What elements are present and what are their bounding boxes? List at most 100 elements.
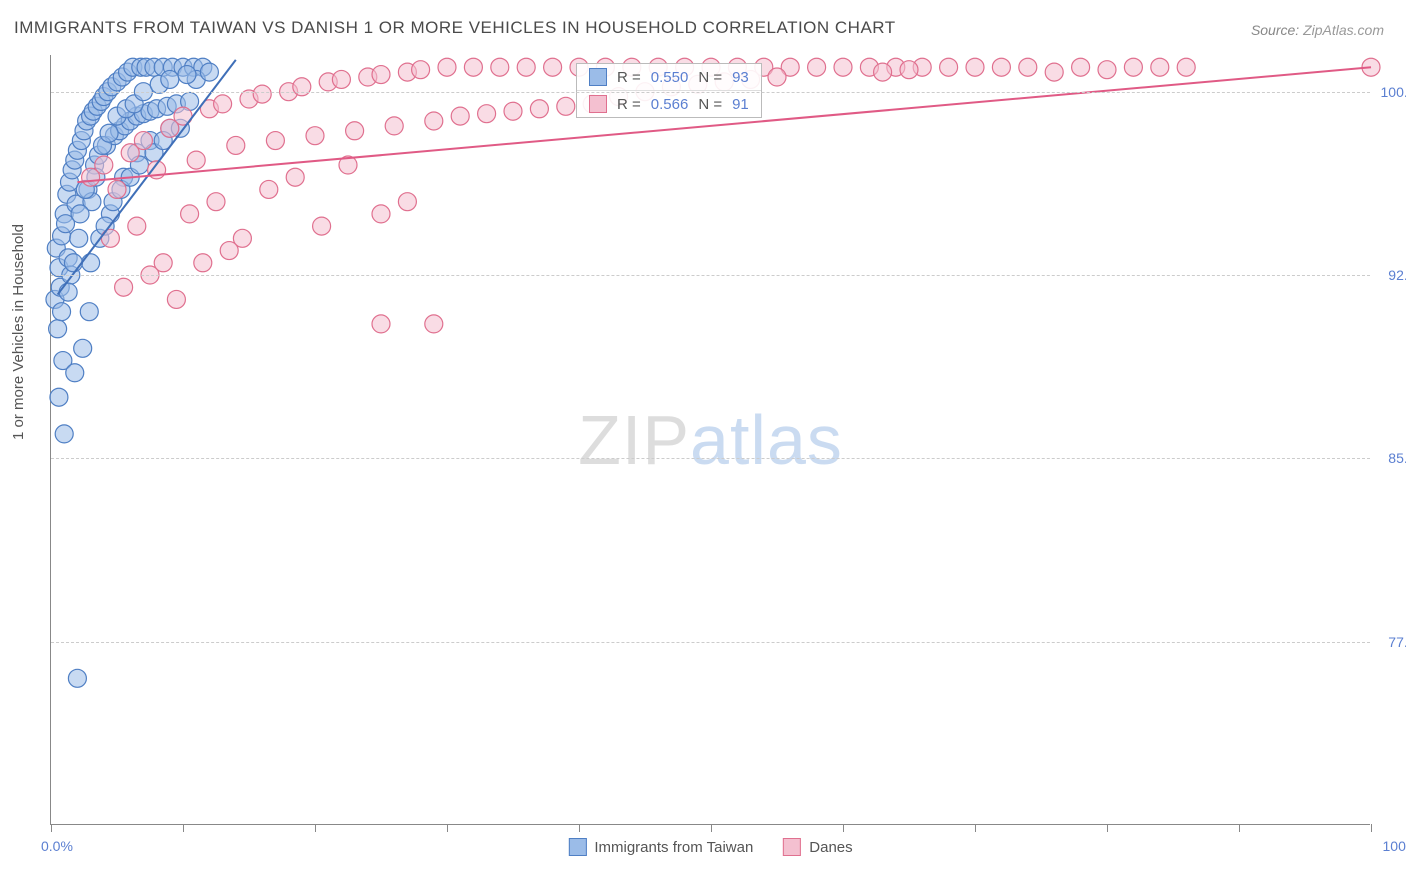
data-point <box>194 254 212 272</box>
data-point <box>286 168 304 186</box>
gridline <box>51 642 1370 643</box>
data-point <box>332 70 350 88</box>
data-point <box>313 217 331 235</box>
data-point <box>900 61 918 79</box>
data-point <box>50 388 68 406</box>
x-tick <box>1371 824 1372 832</box>
stats-swatch-1 <box>589 68 607 86</box>
stats-r-value-1: 0.550 <box>651 69 689 86</box>
data-point <box>412 61 430 79</box>
x-tick <box>447 824 448 832</box>
gridline <box>51 275 1370 276</box>
y-tick-label: 92.5% <box>1378 267 1406 283</box>
chart-title: IMMIGRANTS FROM TAIWAN VS DANISH 1 OR MO… <box>14 18 896 38</box>
data-point <box>966 58 984 76</box>
data-point <box>64 254 82 272</box>
stats-row-1: R = 0.550 N = 93 <box>577 64 761 90</box>
stats-box: R = 0.550 N = 93 R = 0.566 N = 91 <box>576 63 762 118</box>
data-point <box>80 303 98 321</box>
data-point <box>49 320 67 338</box>
data-point <box>1151 58 1169 76</box>
data-point <box>1098 61 1116 79</box>
data-point <box>1072 58 1090 76</box>
data-point <box>557 97 575 115</box>
stats-n-value-1: 93 <box>732 69 749 86</box>
data-point <box>491 58 509 76</box>
data-point <box>504 102 522 120</box>
stats-swatch-2 <box>589 95 607 113</box>
data-point <box>372 66 390 84</box>
data-point <box>768 68 786 86</box>
x-tick <box>51 824 52 832</box>
data-point <box>59 283 77 301</box>
y-tick-label: 85.0% <box>1378 450 1406 466</box>
scatter-svg <box>51 55 1370 824</box>
data-point <box>992 58 1010 76</box>
data-point <box>940 58 958 76</box>
data-point <box>220 242 238 260</box>
data-point <box>517 58 535 76</box>
data-point <box>293 78 311 96</box>
data-point <box>808 58 826 76</box>
stats-row-2: R = 0.566 N = 91 <box>577 90 761 117</box>
data-point <box>100 124 118 142</box>
data-point <box>187 151 205 169</box>
data-point <box>71 205 89 223</box>
stats-r-label-1: R = <box>617 69 641 86</box>
data-point <box>372 315 390 333</box>
data-point <box>1177 58 1195 76</box>
data-point <box>425 315 443 333</box>
data-point <box>74 339 92 357</box>
data-point <box>253 85 271 103</box>
data-point <box>1019 58 1037 76</box>
data-point <box>530 100 548 118</box>
data-point <box>425 112 443 130</box>
data-point <box>478 105 496 123</box>
stats-n-label-1: N = <box>698 69 722 86</box>
data-point <box>372 205 390 223</box>
data-point <box>167 290 185 308</box>
data-point <box>70 229 88 247</box>
data-point <box>68 669 86 687</box>
gridline <box>51 92 1370 93</box>
data-point <box>178 66 196 84</box>
source-value: ZipAtlas.com <box>1303 22 1384 38</box>
legend-label-2: Danes <box>809 839 852 856</box>
data-point <box>227 136 245 154</box>
x-tick <box>711 824 712 832</box>
stats-r-label-2: R = <box>617 96 641 113</box>
legend-item-1: Immigrants from Taiwan <box>568 838 753 856</box>
legend: Immigrants from Taiwan Danes <box>568 838 852 856</box>
y-axis-label: 1 or more Vehicles in Household <box>10 224 27 440</box>
stats-n-label-2: N = <box>698 96 722 113</box>
data-point <box>1045 63 1063 81</box>
legend-swatch-2 <box>783 838 801 856</box>
data-point <box>346 122 364 140</box>
x-tick <box>843 824 844 832</box>
data-point <box>214 95 232 113</box>
data-point <box>1124 58 1142 76</box>
y-tick-label: 77.5% <box>1378 634 1406 650</box>
data-point <box>260 180 278 198</box>
data-point <box>207 193 225 211</box>
x-tick <box>975 824 976 832</box>
data-point <box>874 63 892 81</box>
x-tick <box>1239 824 1240 832</box>
data-point <box>181 205 199 223</box>
data-point <box>161 70 179 88</box>
x-tick <box>315 824 316 832</box>
stats-n-value-2: 91 <box>732 96 749 113</box>
data-point <box>55 425 73 443</box>
data-point <box>398 193 416 211</box>
x-tick <box>183 824 184 832</box>
data-point <box>66 364 84 382</box>
data-point <box>82 254 100 272</box>
data-point <box>438 58 456 76</box>
x-tick <box>1107 824 1108 832</box>
data-point <box>834 58 852 76</box>
data-point <box>128 217 146 235</box>
data-point <box>134 132 152 150</box>
data-point <box>53 303 71 321</box>
data-point <box>108 180 126 198</box>
x-tick-label-min: 0.0% <box>41 838 73 854</box>
